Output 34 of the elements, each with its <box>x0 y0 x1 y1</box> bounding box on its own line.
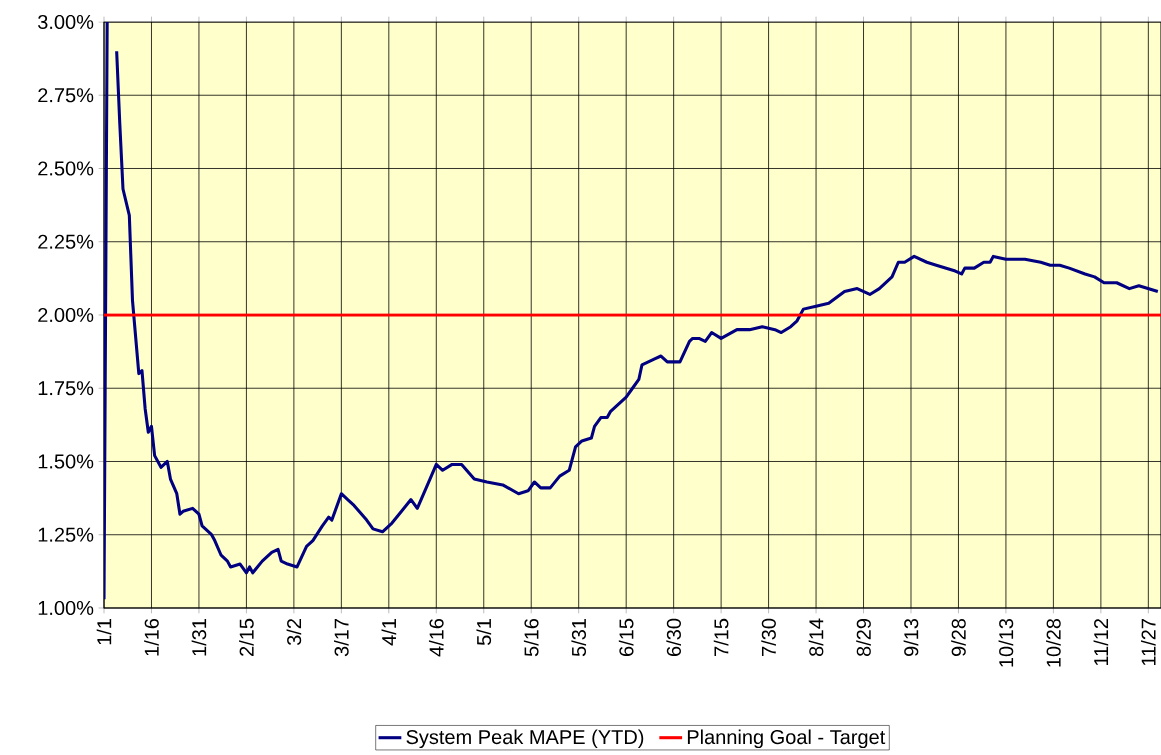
y-tick-label: 1.75% <box>38 381 94 396</box>
x-tick-label: 4/16 <box>428 618 444 657</box>
x-tick-label: 1/31 <box>191 619 207 656</box>
x-tick-label: 3/17 <box>334 619 349 657</box>
x-tick-label: 10/28 <box>1046 618 1061 667</box>
y-tick-label: 2.50% <box>38 161 94 176</box>
legend-label: Planning Goal - Target <box>687 729 886 749</box>
x-tick-label: 4/1 <box>381 619 397 646</box>
x-tick-label: 10/13 <box>998 618 1014 667</box>
y-tick-label: 2.00% <box>38 307 94 323</box>
y-tick-label: 1.00% <box>38 600 94 616</box>
x-tick-label: 5/16 <box>523 618 539 657</box>
x-tick-label: 7/30 <box>761 618 776 656</box>
x-tick-label: 5/31 <box>571 619 587 657</box>
x-tick-label: 6/15 <box>618 618 634 656</box>
x-tick-label: 8/29 <box>856 619 871 657</box>
x-tick-label: 11/12 <box>1093 619 1109 666</box>
x-tick-label: 6/30 <box>666 618 681 656</box>
y-tick-label: 2.25% <box>38 234 94 249</box>
x-tick-label: 11/27 <box>1141 619 1156 666</box>
x-tick-label: 2/15 <box>239 618 254 656</box>
y-tick-label: 2.75% <box>38 88 94 103</box>
y-tick-label: 1.50% <box>38 454 94 469</box>
x-tick-label: 5/1 <box>476 619 492 646</box>
x-tick-label: 9/28 <box>951 618 966 657</box>
legend-label: System Peak MAPE (YTD) <box>406 729 644 749</box>
x-tick-label: 7/15 <box>713 618 729 656</box>
y-tick-label: 3.00% <box>38 14 94 30</box>
x-tick-label: 8/14 <box>808 618 824 657</box>
x-tick-label: 1/16 <box>144 618 159 656</box>
x-tick-label: 9/13 <box>903 618 919 657</box>
x-tick-label: 3/2 <box>286 619 302 646</box>
y-tick-label: 1.25% <box>38 527 94 542</box>
x-tick-label: 1/1 <box>96 619 112 645</box>
